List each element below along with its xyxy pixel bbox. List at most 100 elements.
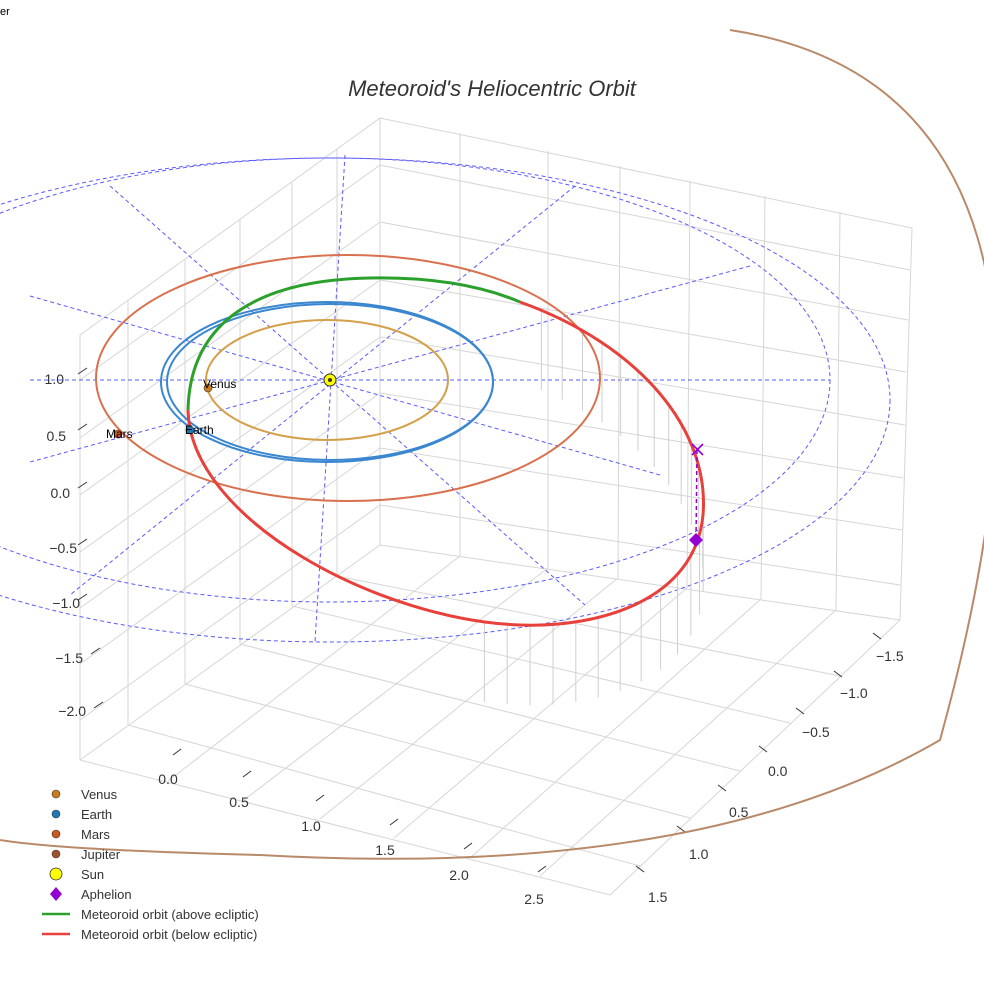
mars-marker <box>113 429 123 439</box>
grid-line <box>379 221 909 321</box>
legend-item-sun[interactable]: Sun <box>49 867 104 882</box>
z-tick-label: 0.0 <box>51 485 71 501</box>
meteoroid-orbit-below <box>186 300 705 627</box>
grid-line <box>469 598 762 859</box>
y-tick-label: −1.0 <box>840 685 868 701</box>
grid-line <box>79 164 381 381</box>
tick-mark <box>635 865 645 873</box>
legend-marker <box>51 789 61 799</box>
box-grid <box>79 117 913 896</box>
tick-mark <box>717 784 727 792</box>
y-tick-label: 1.0 <box>689 846 709 862</box>
legend-label: Meteoroid orbit (above ecliptic) <box>81 907 259 922</box>
y-tick-label: 1.5 <box>648 889 668 905</box>
grid-line <box>539 609 837 877</box>
z-tick-label: −0.5 <box>49 540 77 556</box>
y-tick-label: −1.5 <box>876 648 904 664</box>
aphelion-projection-marker <box>691 443 704 456</box>
venus-orbit <box>205 319 449 441</box>
legend-item-jupiter[interactable]: Jupiter <box>51 847 121 862</box>
legend-label: Jupiter <box>81 847 121 862</box>
tick-mark <box>172 748 182 756</box>
z-tick-label: −1.0 <box>52 595 80 611</box>
grid-line <box>393 587 688 839</box>
earth-marker <box>185 425 195 435</box>
tick-mark <box>77 538 88 546</box>
legend-marker <box>49 867 63 881</box>
orbit-drop-lines <box>483 310 704 706</box>
y-tick-label: −0.5 <box>802 724 830 740</box>
ecliptic-radial-line <box>69 185 576 596</box>
venus-label: Venus <box>203 377 236 391</box>
grid-line <box>167 555 461 782</box>
legend-item-meteoroid-above[interactable]: Meteoroid orbit (above ecliptic) <box>42 907 259 922</box>
legend-label: Meteoroid orbit (below ecliptic) <box>81 927 257 942</box>
tick-marks <box>77 367 882 873</box>
grid-line <box>239 643 741 772</box>
tick-mark <box>77 481 88 489</box>
y-tick-label: 0.5 <box>729 804 749 820</box>
grid-line <box>79 221 381 439</box>
tick-mark <box>676 825 686 833</box>
grid-line <box>79 504 381 721</box>
tick-mark <box>795 707 805 715</box>
tick-mark <box>833 670 843 678</box>
grid-line <box>379 164 911 271</box>
x-tick-label: 2.0 <box>449 867 469 883</box>
y-tick-label: 0.0 <box>768 763 788 779</box>
meteoroid-orbit <box>186 276 705 627</box>
grid-floor-edge <box>79 619 901 896</box>
tick-mark <box>90 647 101 655</box>
chart-title: Meteoroid's Heliocentric Orbit <box>348 76 637 101</box>
ecliptic-radial-line <box>29 265 751 463</box>
grid-line <box>336 575 841 677</box>
z-axis-ticks: 1.0 0.5 0.0 −0.5 −1.0 −1.5 −2.0 <box>45 371 87 719</box>
x-tick-label: 1.5 <box>375 842 395 858</box>
y-axis-ticks: −1.5 −1.0 −0.5 0.0 0.5 1.0 1.5 <box>648 648 904 905</box>
legend-label: Earth <box>81 807 112 822</box>
legend-label: Aphelion <box>81 887 132 902</box>
grid-line <box>379 336 906 426</box>
aphelion-drop-line <box>695 449 698 541</box>
ecliptic-radial-line <box>314 154 346 643</box>
z-tick-label: −1.5 <box>55 650 83 666</box>
tick-mark <box>77 593 88 601</box>
legend-item-mars[interactable]: Mars <box>51 827 110 842</box>
legend: Venus Earth Mars Jupiter Sun Aphelion Me… <box>42 787 259 942</box>
tick-mark <box>77 367 88 375</box>
earth-orbit <box>166 303 494 461</box>
legend-marker <box>51 829 61 839</box>
grid-line <box>243 567 549 801</box>
tick-mark <box>463 842 473 850</box>
sun-center <box>328 378 332 382</box>
tick-mark <box>537 865 547 873</box>
tick-mark <box>872 632 882 640</box>
aphelion-x-stroke <box>691 443 704 456</box>
x-tick-label: 2.5 <box>524 891 544 907</box>
x-axis-ticks: 0.0 0.5 1.0 1.5 2.0 2.5 <box>158 771 544 907</box>
legend-label: Sun <box>81 867 104 882</box>
legend-item-venus[interactable]: Venus <box>51 787 118 802</box>
x-tick-label: 0.0 <box>158 771 178 787</box>
tick-mark <box>389 818 399 826</box>
legend-item-aphelion[interactable]: Aphelion <box>50 887 132 902</box>
venus-marker <box>203 383 213 393</box>
legend-item-meteoroid-below[interactable]: Meteoroid orbit (below ecliptic) <box>42 927 257 942</box>
legend-marker <box>51 809 61 819</box>
ecliptic-radial-line <box>109 185 586 606</box>
z-tick-label: 0.5 <box>47 428 67 444</box>
legend-label: Venus <box>81 787 118 802</box>
x-tick-label: 1.0 <box>301 818 321 834</box>
grid-line <box>319 577 619 820</box>
legend-marker <box>50 887 62 901</box>
meteoroid-orbit-above <box>186 276 521 411</box>
mars-orbit <box>95 254 601 502</box>
jupiter-orbit <box>0 29 984 860</box>
grid-line <box>686 180 691 589</box>
tick-mark <box>77 423 88 431</box>
grid-line <box>379 544 901 621</box>
z-tick-label: −2.0 <box>58 703 86 719</box>
grid-line <box>291 605 791 724</box>
legend-item-earth[interactable]: Earth <box>51 807 112 822</box>
grid-line <box>79 447 381 665</box>
